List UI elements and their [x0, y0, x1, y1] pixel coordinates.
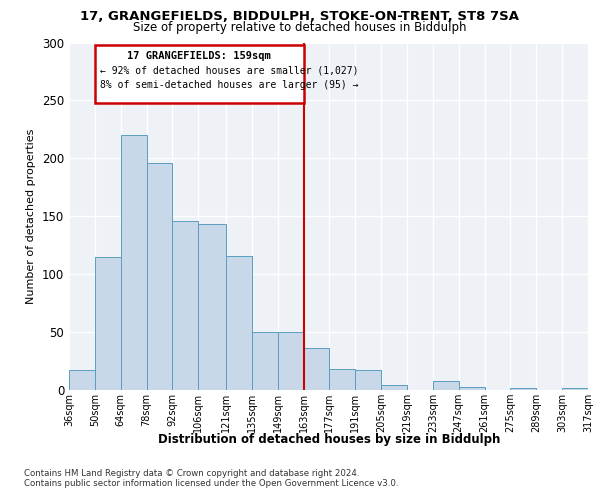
Bar	[172, 221, 198, 390]
Bar	[511, 388, 536, 390]
Bar	[355, 370, 381, 390]
Text: 8% of semi-detached houses are larger (95) →: 8% of semi-detached houses are larger (9…	[100, 80, 359, 90]
Bar	[226, 256, 252, 390]
Bar	[329, 369, 355, 390]
Bar	[562, 388, 588, 390]
Bar	[252, 332, 278, 390]
Text: Contains HM Land Registry data © Crown copyright and database right 2024.: Contains HM Land Registry data © Crown c…	[24, 469, 359, 478]
Text: Size of property relative to detached houses in Biddulph: Size of property relative to detached ho…	[133, 21, 467, 34]
Text: Contains public sector information licensed under the Open Government Licence v3: Contains public sector information licen…	[24, 479, 398, 488]
Text: ← 92% of detached houses are smaller (1,027): ← 92% of detached houses are smaller (1,…	[100, 66, 359, 76]
Bar	[198, 224, 226, 390]
Bar	[121, 135, 146, 390]
Bar	[146, 163, 172, 390]
Bar	[304, 348, 329, 390]
Bar	[459, 386, 485, 390]
Bar	[433, 380, 459, 390]
Bar	[95, 45, 304, 102]
Bar	[278, 332, 304, 390]
Text: 17, GRANGEFIELDS, BIDDULPH, STOKE-ON-TRENT, ST8 7SA: 17, GRANGEFIELDS, BIDDULPH, STOKE-ON-TRE…	[80, 10, 520, 23]
Bar	[95, 257, 121, 390]
Text: Distribution of detached houses by size in Biddulph: Distribution of detached houses by size …	[158, 432, 500, 446]
Bar	[69, 370, 95, 390]
Bar	[381, 386, 407, 390]
Text: 17 GRANGEFIELDS: 159sqm: 17 GRANGEFIELDS: 159sqm	[127, 50, 271, 60]
Y-axis label: Number of detached properties: Number of detached properties	[26, 128, 37, 304]
